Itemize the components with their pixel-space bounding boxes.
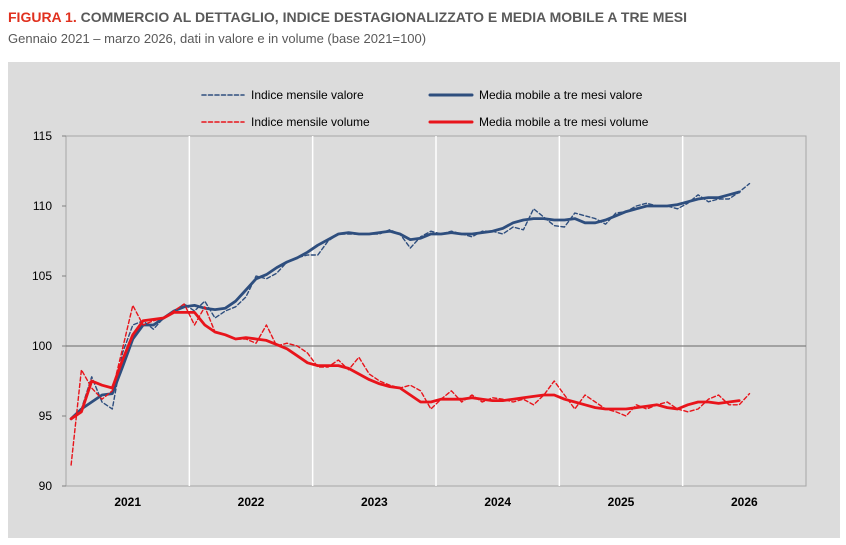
grid bbox=[65, 135, 807, 487]
figure-title-text: COMMERCIO AL DETTAGLIO, INDICE DESTAGION… bbox=[80, 9, 688, 25]
y-tick-label: 110 bbox=[33, 199, 52, 213]
line-chart: 90 95 100 105 110 115 2021 2022 2023 2024 2025 2026… bbox=[32, 88, 807, 509]
legend-label-3: Indice mensile volume bbox=[251, 115, 370, 129]
series-line-3 bbox=[70, 303, 751, 466]
chart-panel: 90 95 100 105 110 115 2021 2022 2023 2024 2025 2026… bbox=[8, 62, 840, 538]
legend-label-2: Media mobile a tre mesi valore bbox=[479, 88, 643, 102]
x-tick-label: 2025 bbox=[608, 495, 635, 509]
x-tick-label: 2026 bbox=[731, 495, 758, 509]
series-line-2 bbox=[69, 190, 741, 421]
x-tick-label: 2023 bbox=[361, 495, 388, 509]
legend: Indice mensile valore Media mobile a tre … bbox=[201, 88, 649, 129]
legend-label-1: Indice mensile valore bbox=[251, 88, 364, 102]
y-tick-label: 95 bbox=[39, 409, 53, 423]
series-line-1 bbox=[70, 182, 751, 420]
x-tick-label: 2021 bbox=[114, 495, 141, 509]
y-tick-label: 90 bbox=[39, 479, 53, 493]
figure-title: FIGURA 1. COMMERCIO AL DETTAGLIO, INDICE… bbox=[8, 9, 687, 25]
series bbox=[69, 182, 751, 466]
figure-subtitle: Gennaio 2021 – marzo 2026, dati in valor… bbox=[8, 31, 427, 46]
y-tick-label: 100 bbox=[32, 339, 52, 353]
figure-number: FIGURA 1. bbox=[8, 9, 77, 25]
series-line-4 bbox=[69, 310, 741, 421]
legend-label-4: Media mobile a tre mesi volume bbox=[479, 115, 649, 129]
x-tick-label: 2024 bbox=[484, 495, 511, 509]
y-tick-label: 115 bbox=[33, 129, 52, 143]
y-tick-label: 105 bbox=[32, 269, 52, 283]
x-tick-label: 2022 bbox=[238, 495, 265, 509]
axes: 90 95 100 105 110 115 2021 2022 2023 2024 2025 2026 bbox=[32, 129, 758, 509]
